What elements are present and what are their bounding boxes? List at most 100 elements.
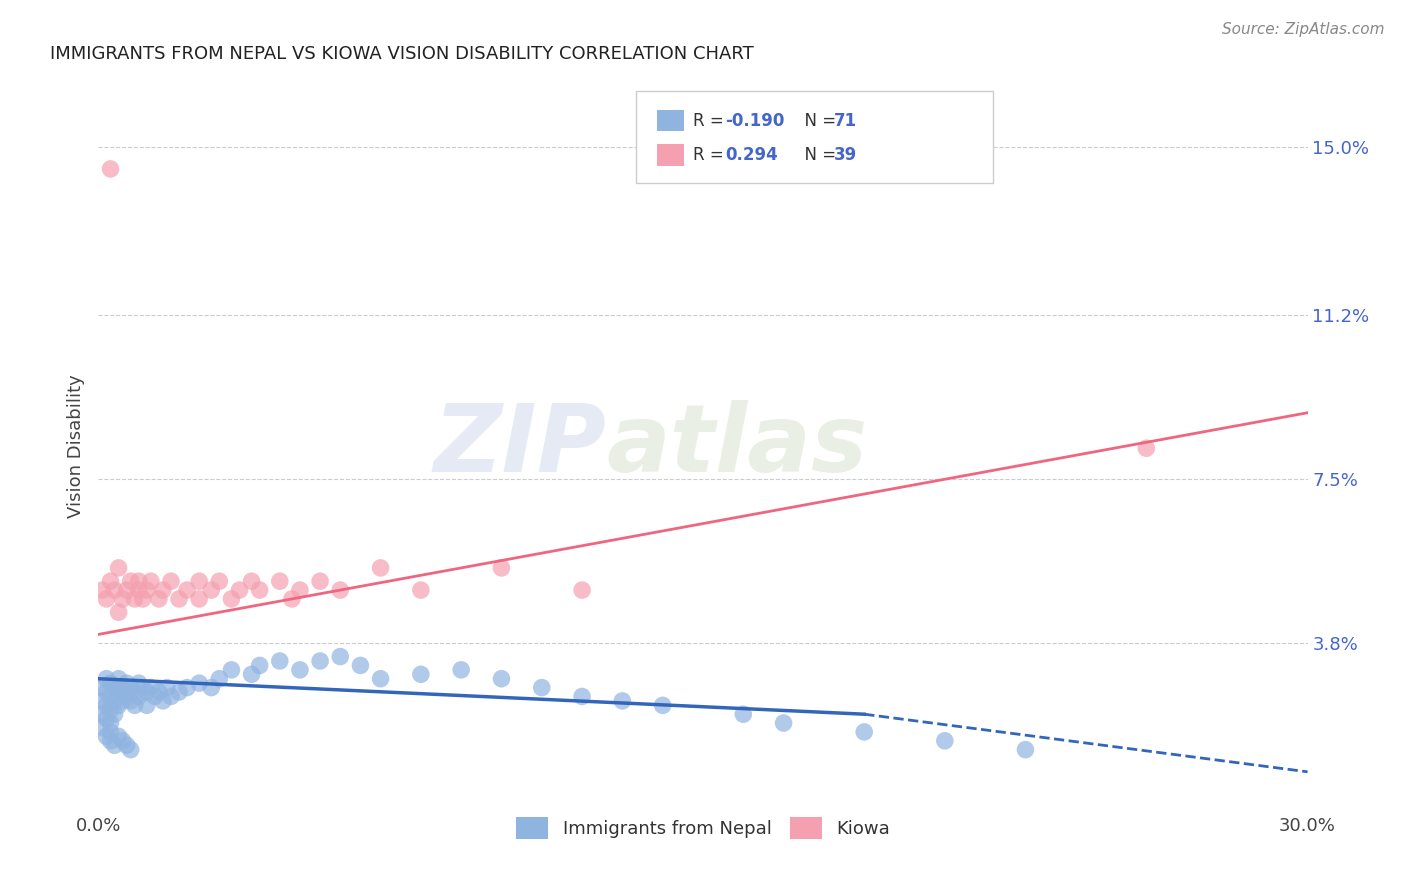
Point [240,667,263,681]
Point [107,698,129,713]
Point [370,561,392,575]
Point [853,725,876,739]
Point [115,738,138,752]
Point [160,574,183,589]
Point [329,649,352,664]
Point [176,681,198,695]
Point [107,561,129,575]
Point [167,685,190,699]
Point [281,591,304,606]
Point [103,694,125,708]
Point [103,738,125,752]
Text: IMMIGRANTS FROM NEPAL VS KIOWA VISION DISABILITY CORRELATION CHART: IMMIGRANTS FROM NEPAL VS KIOWA VISION DI… [51,45,754,63]
Point [370,672,392,686]
Point [128,690,150,704]
Point [329,583,352,598]
Point [571,690,593,704]
Text: atlas: atlas [606,400,868,492]
Point [96,730,118,744]
Text: 0.294: 0.294 [724,146,778,164]
Text: ZIP: ZIP [433,400,606,492]
Point [120,681,142,695]
Point [107,672,129,686]
Point [934,733,956,747]
Point [152,694,174,708]
Text: 39: 39 [834,146,856,164]
Point [349,658,371,673]
Point [612,694,634,708]
Point [96,672,118,686]
Point [135,698,157,713]
Point [100,574,122,589]
Point [1135,441,1157,455]
Text: N =: N = [793,146,841,164]
Point [152,583,174,598]
Point [200,583,222,598]
Point [228,583,250,598]
Point [167,591,190,606]
Point [409,667,432,681]
Point [772,716,794,731]
Point [96,685,118,699]
Point [208,574,231,589]
Point [188,676,211,690]
Text: R =: R = [693,112,730,129]
Point [91,707,114,722]
Point [530,681,553,695]
Point [135,685,157,699]
Point [309,574,332,589]
Point [128,676,150,690]
Point [124,685,146,699]
Point [188,574,211,589]
Point [91,681,114,695]
FancyBboxPatch shape [637,91,993,183]
Point [91,721,114,735]
Text: N =: N = [793,112,841,129]
Point [103,583,125,598]
Point [249,658,271,673]
Point [107,685,129,699]
Point [491,672,513,686]
Point [91,694,114,708]
Point [288,583,311,598]
Point [120,742,142,756]
Point [132,591,155,606]
Point [100,733,122,747]
Point [309,654,332,668]
Point [269,574,291,589]
Point [96,591,118,606]
Point [107,730,129,744]
Text: R =: R = [693,146,730,164]
Point [143,690,166,704]
Point [1014,742,1036,756]
Point [156,681,179,695]
Point [160,690,183,704]
Point [103,707,125,722]
Point [208,672,231,686]
Point [188,591,211,606]
Point [100,725,122,739]
Point [111,733,134,747]
Point [148,685,170,699]
Legend: Immigrants from Nepal, Kiowa: Immigrants from Nepal, Kiowa [509,810,897,847]
Point [221,663,243,677]
Point [651,698,673,713]
Point [115,690,138,704]
Point [120,574,142,589]
Point [733,707,755,722]
Point [124,591,146,606]
Point [124,698,146,713]
Point [139,574,162,589]
Y-axis label: Vision Disability: Vision Disability [66,374,84,518]
Point [240,574,263,589]
FancyBboxPatch shape [657,144,683,166]
Point [288,663,311,677]
Point [128,574,150,589]
Point [200,681,222,695]
Point [115,676,138,690]
Text: Source: ZipAtlas.com: Source: ZipAtlas.com [1222,22,1385,37]
Point [100,703,122,717]
Point [221,591,243,606]
Text: -0.190: -0.190 [724,112,785,129]
Point [100,690,122,704]
